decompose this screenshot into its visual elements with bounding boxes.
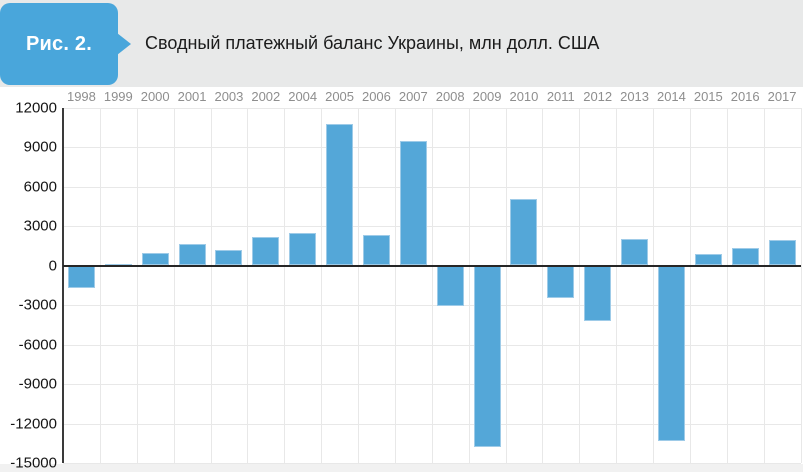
gridline-vertical bbox=[136, 107, 138, 463]
x-axis-year-label: 2002 bbox=[251, 89, 281, 104]
y-axis-tick-label: -15000 bbox=[10, 454, 57, 472]
x-axis-year-label: 2013 bbox=[620, 89, 650, 104]
gridline-vertical bbox=[247, 107, 249, 463]
x-axis-year-label: 2005 bbox=[325, 89, 355, 104]
y-axis-tick-label: -12000 bbox=[10, 415, 57, 432]
bar-2013 bbox=[621, 239, 649, 266]
gridline-vertical bbox=[653, 107, 654, 463]
bar-2009 bbox=[473, 265, 501, 448]
gridline-vertical bbox=[210, 107, 212, 463]
gridline-vertical bbox=[763, 107, 765, 463]
x-axis-year-label: 2017 bbox=[767, 89, 797, 104]
x-axis-year-label: 2011 bbox=[546, 89, 575, 104]
x-axis-year-label: 2015 bbox=[693, 89, 723, 104]
gridline-vertical bbox=[505, 107, 507, 463]
y-axis-tick-label: -3000 bbox=[18, 296, 57, 314]
x-axis-year-label: 2006 bbox=[361, 89, 391, 104]
bar-2004 bbox=[289, 232, 317, 266]
gridline-vertical bbox=[99, 107, 101, 463]
gridline-vertical bbox=[689, 107, 691, 463]
bar-2011 bbox=[547, 265, 575, 299]
gridline-vertical bbox=[800, 107, 802, 463]
bar-2005 bbox=[326, 123, 354, 266]
zero-baseline bbox=[63, 264, 801, 267]
x-axis-year-label: 2007 bbox=[398, 89, 428, 104]
x-axis-year-label: 2012 bbox=[583, 89, 613, 104]
y-axis-tick-label: 3000 bbox=[23, 217, 57, 235]
gridline-vertical bbox=[173, 107, 175, 463]
x-axis-year-label: 2001 bbox=[177, 89, 207, 104]
bar-2007 bbox=[399, 141, 427, 266]
x-axis-year-label: 2003 bbox=[214, 89, 244, 104]
bar-2010 bbox=[510, 199, 538, 266]
bar-1998 bbox=[67, 265, 95, 288]
bar-2012 bbox=[584, 265, 612, 321]
gridline-vertical bbox=[542, 107, 544, 463]
gridline-vertical bbox=[431, 107, 433, 463]
gridline-horizontal bbox=[63, 463, 801, 464]
bar-2006 bbox=[362, 234, 390, 266]
x-axis-year-label: 1999 bbox=[103, 89, 133, 104]
x-axis-year-label: 1998 bbox=[66, 89, 96, 104]
y-axis-tick-label: 6000 bbox=[23, 178, 57, 195]
x-axis-year-label: 2008 bbox=[435, 89, 465, 104]
header-band bbox=[0, 0, 803, 87]
x-axis-year-label: 2009 bbox=[472, 89, 502, 104]
chart-title: Сводный платежный баланс Украины, млн до… bbox=[145, 33, 600, 53]
bar-2016 bbox=[731, 248, 759, 266]
bar-2001 bbox=[178, 243, 206, 266]
x-axis-year-label: 2010 bbox=[509, 89, 539, 104]
x-axis-year-label: 2016 bbox=[730, 89, 760, 104]
bar-2003 bbox=[215, 249, 243, 266]
gridline-vertical bbox=[726, 107, 728, 463]
y-axis-tick-label: 9000 bbox=[23, 138, 57, 156]
y-axis-tick-label: -6000 bbox=[18, 336, 57, 353]
figure-badge: Рис. 2. bbox=[0, 3, 118, 85]
bar-2002 bbox=[252, 236, 280, 266]
figure-badge-pointer-icon bbox=[117, 33, 131, 55]
x-axis-year-label: 2004 bbox=[288, 89, 318, 104]
y-axis-line bbox=[62, 107, 64, 463]
x-axis-year-label: 2000 bbox=[140, 89, 170, 104]
gridline-vertical bbox=[394, 107, 396, 463]
y-axis-tick-label: -9000 bbox=[18, 375, 57, 393]
gridline-vertical bbox=[358, 107, 359, 463]
x-axis-year-label: 2014 bbox=[656, 89, 686, 104]
gridline-vertical bbox=[579, 107, 581, 463]
y-axis-tick-label: 0 bbox=[48, 257, 57, 274]
bar-2017 bbox=[768, 240, 796, 266]
footer-strip bbox=[0, 464, 803, 472]
gridline-vertical bbox=[468, 107, 470, 463]
gridline-vertical bbox=[284, 107, 286, 463]
bar-2014 bbox=[657, 265, 685, 441]
y-axis-tick-label: 12000 bbox=[15, 99, 57, 116]
figure-badge-label: Рис. 2. bbox=[26, 32, 92, 55]
gridline-vertical bbox=[616, 107, 618, 463]
bar-2008 bbox=[436, 265, 464, 307]
gridline-vertical bbox=[321, 107, 323, 463]
